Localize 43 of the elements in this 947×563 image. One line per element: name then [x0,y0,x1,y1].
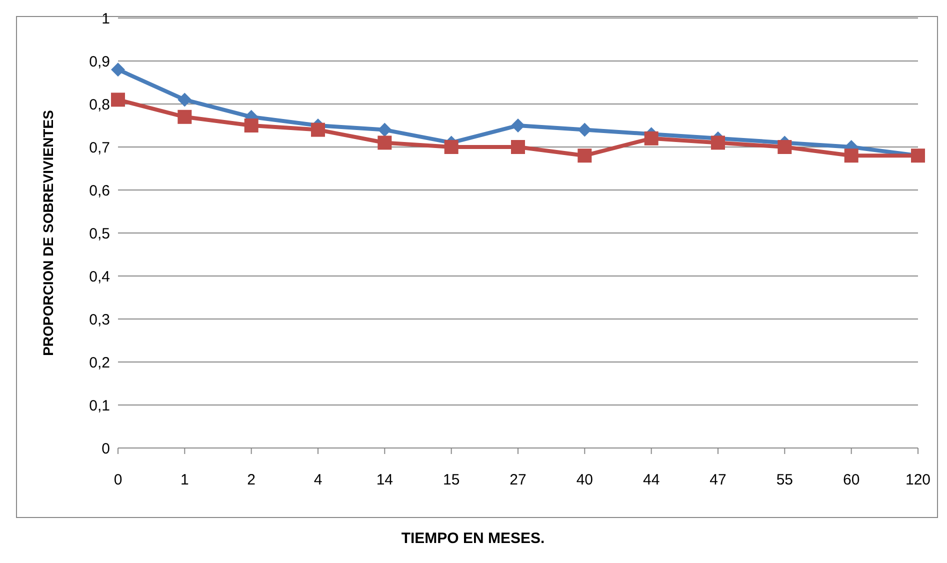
x-tick-label: 4 [314,472,322,489]
point [378,122,392,137]
point [511,118,525,132]
point [578,122,592,137]
x-tick-label: 0 [114,472,122,489]
point [844,148,858,163]
point [578,148,592,163]
point [311,122,325,137]
y-tick-label: 0,6 [89,182,110,200]
y-tick-label: 0,9 [89,53,110,70]
point [378,136,392,150]
y-tick-label: 0,1 [89,397,110,414]
y-tick-label: 0,5 [89,225,110,242]
x-tick-label: 60 [842,472,860,489]
point [644,131,658,146]
y-tick-label: 0,8 [89,96,110,114]
y-tick-label: 0,3 [89,311,110,328]
point [111,62,125,77]
x-tick-label: 27 [510,472,526,489]
point [178,92,192,107]
x-tick-label: 47 [710,472,726,489]
x-tick-label: 40 [576,472,594,489]
point [511,140,525,154]
x-tick-label: 15 [442,472,460,489]
x-tick-label: 120 [905,472,931,489]
y-tick-label: 0 [102,440,110,458]
y-axis-title: PROPORCION DE SOBREVIVIENTES [40,110,56,356]
x-tick-label: 14 [376,472,394,489]
point [111,92,125,107]
point [244,118,258,132]
y-tick-label: 0,2 [89,354,110,372]
point [444,140,458,154]
point [178,110,192,124]
x-tick-label: 44 [642,472,660,489]
x-axis-title: TIEMPO EN MESES. [400,530,546,547]
x-tick-label: 1 [180,472,189,489]
x-tick-label: 2 [247,472,256,489]
x-tick-label: 55 [776,472,794,489]
point [778,140,792,154]
y-tick-label: 0,4 [89,268,110,286]
point [711,136,725,150]
y-tick-label: 0,7 [89,139,110,156]
y-tick-label: 1 [102,10,110,28]
